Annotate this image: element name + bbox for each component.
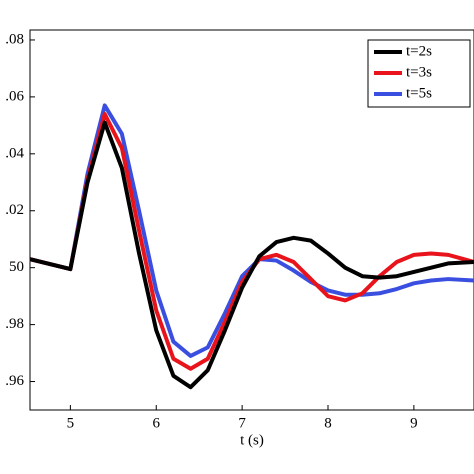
x-tick-label: 9 (410, 415, 418, 431)
y-tick-label: .04 (5, 145, 24, 161)
legend-label: t=3s (406, 64, 432, 80)
x-tick-label: 7 (238, 415, 246, 431)
x-tick-label: 6 (152, 415, 160, 431)
x-tick-label: 5 (67, 415, 75, 431)
y-tick-label: .06 (5, 88, 24, 104)
legend-label: t=5s (406, 85, 432, 101)
series-line (29, 120, 474, 390)
y-tick-label: .96 (5, 373, 24, 389)
y-tick-label: .02 (5, 202, 24, 218)
y-tick-label: 50 (9, 259, 24, 275)
x-axis-label: t (s) (240, 432, 264, 448)
y-tick-label: .98 (5, 316, 24, 332)
x-tick-label: 8 (324, 415, 332, 431)
legend-label: t=2s (406, 43, 432, 59)
y-tick-label: .08 (5, 31, 24, 47)
